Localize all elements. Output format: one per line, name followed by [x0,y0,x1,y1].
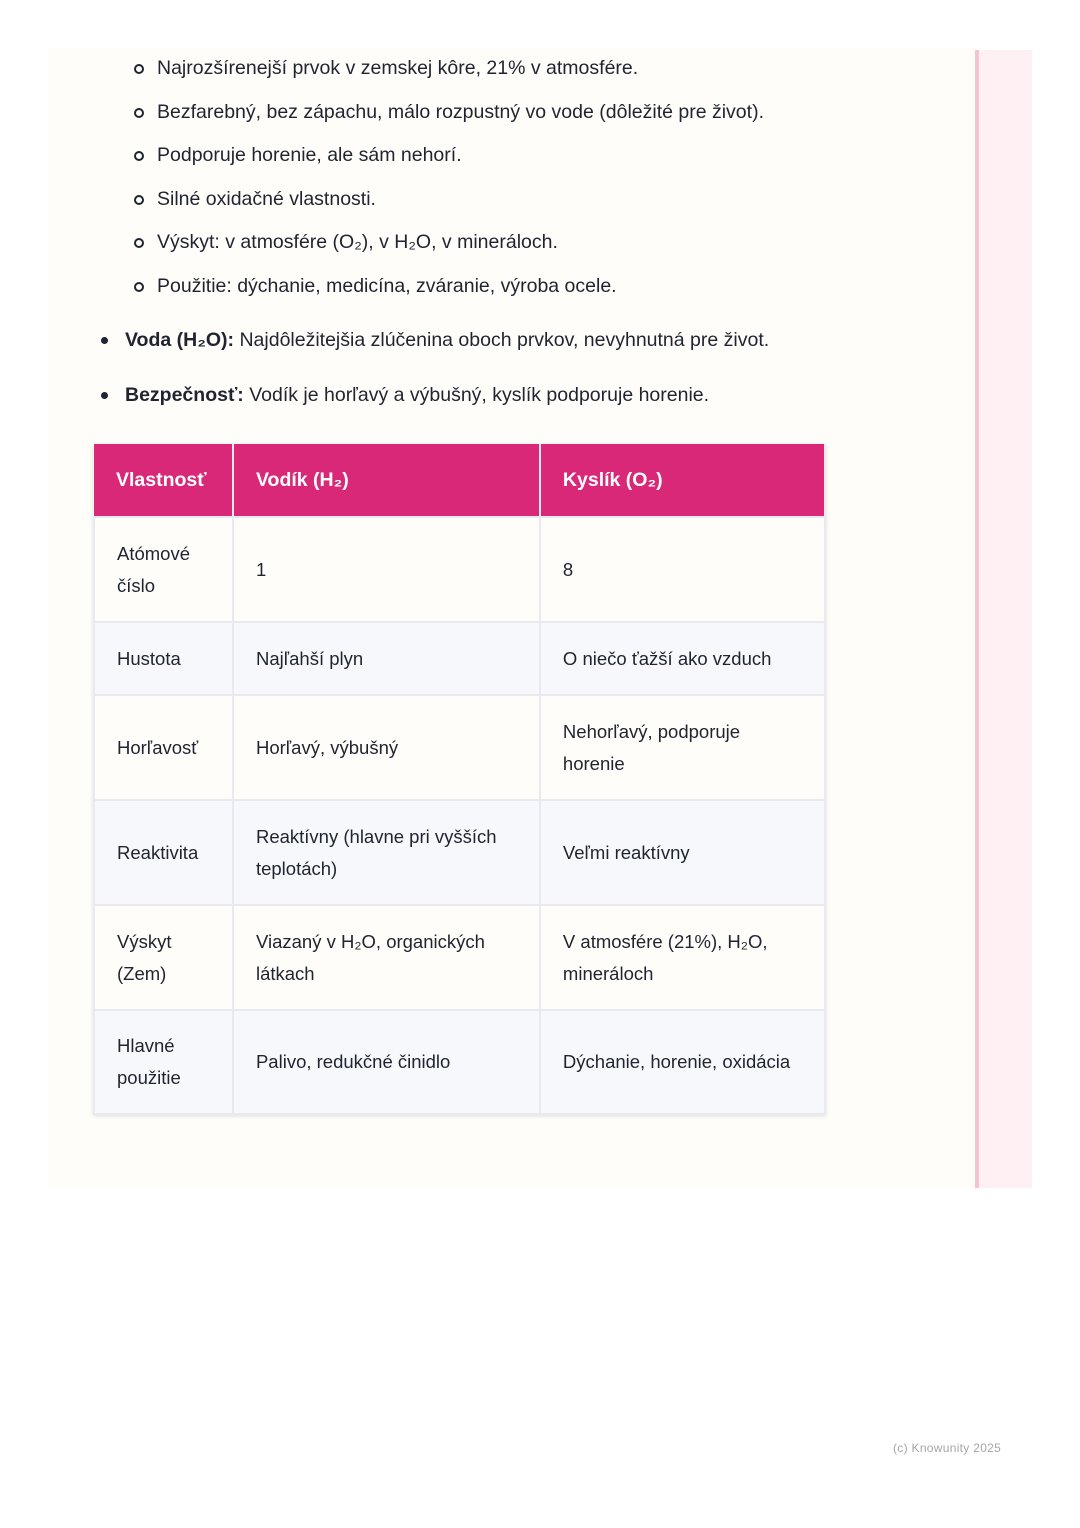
header-hydrogen: Vodík (H₂) [232,444,541,517]
table-row: Atómové číslo 1 8 [93,516,827,623]
table-cell: Reaktívny (hlavne pri vyšších teplotách) [231,799,541,906]
table-cell: Nehorľavý, podporuje horenie [538,694,827,801]
table-row: Hustota Najľahší plyn O niečo ťažší ako vz… [93,621,827,696]
table-cell: O niečo ťažší ako vzduch [538,621,827,696]
sub-bullet: Silné oxidačné vlastnosti. [134,188,376,210]
sub-bullet: Výskyt: v atmosfére (O₂), v H₂O, v miner… [134,231,558,253]
bullet-text: Najdôležitejšia zlúčenina oboch prvkov, … [234,329,770,351]
footer-copyright: (c) Knowunity 2025 [893,1441,1002,1455]
header-property: Vlastnosť [94,444,234,517]
table-cell: Reaktivita [93,799,234,906]
table-cell: Palivo, redukčné činidlo [231,1009,541,1115]
bullet-term: Voda (H₂O): [125,329,235,351]
bullet-term: Bezpečnosť: [125,384,244,406]
sub-bullet: Najrozšírenejší prvok v zemskej kôre, 21… [133,57,639,79]
main-bullet-water: Voda (H₂O): Najdôležitejšia zlúčenina ob… [100,328,770,352]
comparison-table: Vlastnosť Vodík (H₂) Kyslík (O₂) Atómové… [93,444,827,1115]
sub-bullet: Použitie: dýchanie, medicína, zváranie, … [134,275,617,297]
table-row: Hlavné použitie Palivo, redukčné činidlo D… [93,1009,827,1115]
table-cell: Viazaný v H₂O, organických látkach [231,904,541,1011]
table-cell: Horľavosť [93,694,234,801]
table-cell: Hustota [93,621,234,696]
table-cell: Horľavý, výbušný [231,694,541,801]
table-cell: Dýchanie, horenie, oxidácia [538,1009,827,1115]
table-row: Výskyt (Zem) Viazaný v H₂O, organických l… [93,904,827,1011]
table-cell: V atmosfére (21%), H₂O, mineráloch [538,904,827,1011]
table-header-row: Vlastnosť Vodík (H₂) Kyslík (O₂) [94,444,827,517]
main-bullet-safety: Bezpečnosť: Vodík je horľavý a výbušný, … [100,383,710,407]
sub-bullet: Bezfarebný, bez zápachu, málo rozpustný … [134,101,764,123]
sub-bullet: Podporuje horenie, ale sám nehorí. [134,144,462,166]
table-row: Horľavosť Horľavý, výbušný Nehorľavý, podp… [93,694,827,801]
table-cell: Najľahší plyn [231,621,541,696]
bullet-text: Vodík je horľavý a výbušný, kyslík podpo… [243,384,710,406]
header-oxygen: Kyslík (O₂) [539,444,827,517]
table-cell: 8 [538,516,827,623]
table-row: Reaktivita Reaktívny (hlavne pri vyšších … [93,799,827,906]
table-cell: Veľmi reaktívny [538,799,827,906]
table-cell: Hlavné použitie [93,1009,234,1115]
side-accent-strip [975,50,1032,1188]
table-cell: Výskyt (Zem) [93,904,234,1011]
table-cell: Atómové číslo [93,516,234,623]
table-cell: 1 [231,516,541,623]
